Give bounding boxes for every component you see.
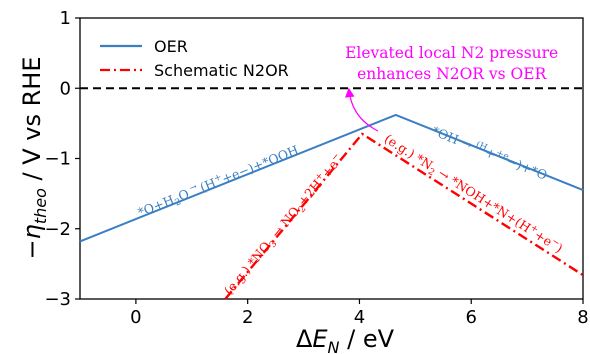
y-tick-label: −1	[44, 149, 71, 170]
x-tick-label: 6	[465, 307, 476, 328]
y-tick-label: −2	[44, 219, 71, 240]
x-ticks: 0 2 4 6 8	[130, 299, 589, 328]
y-tick-label: −3	[44, 289, 71, 310]
legend-label: Schematic N2OR	[154, 61, 289, 80]
y-ticks: 1 0 −1 −2 −3	[44, 8, 80, 310]
legend-label: OER	[154, 37, 188, 56]
x-tick-label: 8	[577, 307, 588, 328]
callout-arrow	[344, 87, 379, 132]
x-tick-label: 4	[354, 307, 365, 328]
y-axis-label: −ηtheo / V vs RHE	[18, 57, 50, 260]
series-line-n2or	[224, 132, 584, 300]
y-tick-label: 1	[60, 8, 71, 29]
callout-text-line: Elevated local N2 pressure	[345, 44, 558, 62]
x-axis-label: ΔEN / eV	[296, 325, 395, 354]
legend: OER Schematic N2OR	[100, 37, 289, 80]
series-layer	[79, 113, 584, 300]
y-tick-label: 0	[60, 78, 71, 99]
x-tick-label: 2	[242, 307, 253, 328]
callout-text-line: enhances N2OR vs OER	[357, 65, 547, 83]
series-line-oer	[79, 113, 584, 243]
x-tick-label: 0	[130, 307, 141, 328]
annotation-oer-left: *O+H2O → (H++e−)+*OOH	[136, 142, 302, 223]
annotation-layer: *O+H2O → (H++e−)+*OOH*OH → (H++e−)+*O(e.…	[136, 44, 566, 298]
